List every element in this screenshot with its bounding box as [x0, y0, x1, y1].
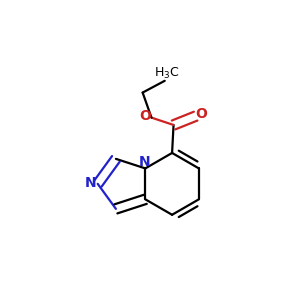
Text: O: O [140, 109, 152, 123]
Text: N: N [139, 155, 151, 169]
Text: H$_3$C: H$_3$C [154, 66, 180, 81]
Text: O: O [196, 107, 208, 122]
Text: N: N [85, 176, 96, 190]
